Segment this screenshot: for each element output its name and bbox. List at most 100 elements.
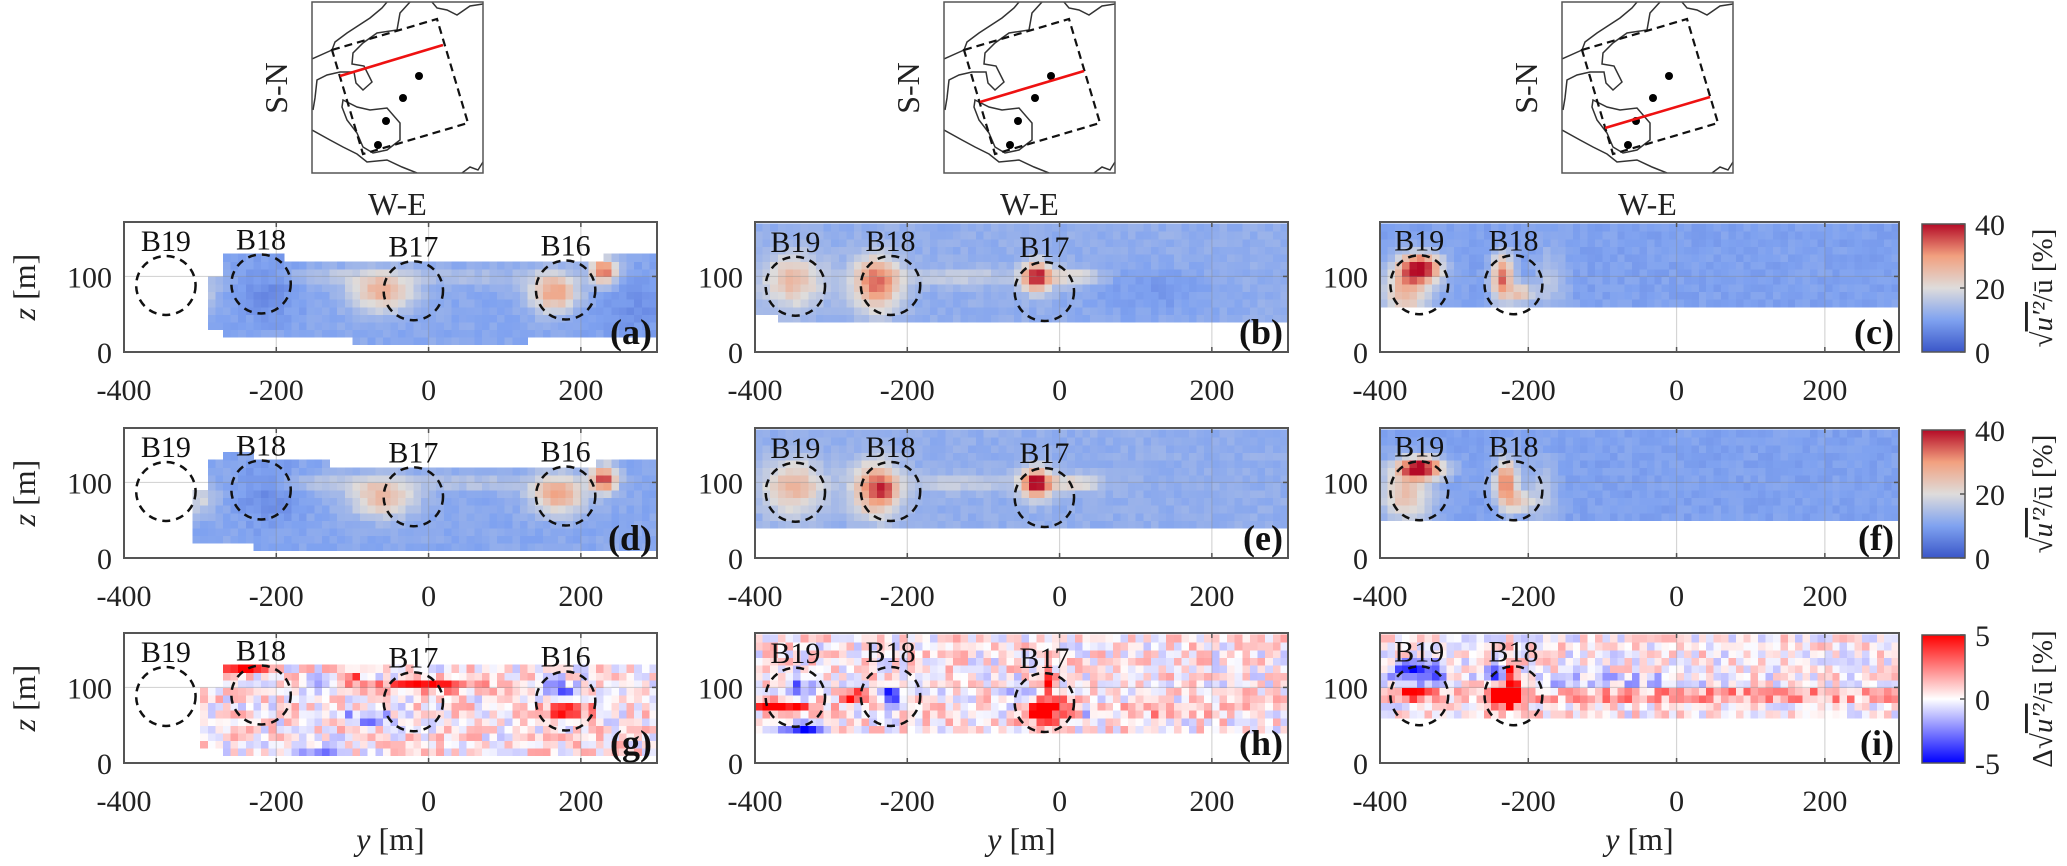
heatmap-cell [914, 223, 924, 232]
heatmap-cell [238, 306, 247, 315]
heatmap-cell [276, 306, 285, 315]
heatmap-cell [838, 253, 847, 262]
heatmap-cell [588, 512, 597, 521]
heatmap-cell [641, 291, 650, 300]
heatmap-cell [968, 314, 977, 323]
heatmap-cell [1128, 314, 1137, 323]
heatmap-cell [983, 268, 992, 278]
heatmap-cell [1249, 505, 1259, 514]
heatmap-cell [634, 291, 643, 300]
heatmap-cell [1036, 276, 1045, 285]
heatmap-cell [1550, 490, 1559, 499]
heatmap-cell [777, 231, 786, 240]
heatmap-cell [1891, 452, 1900, 461]
heatmap-cell [975, 482, 984, 491]
heatmap-cell [481, 306, 491, 315]
heatmap-cell [785, 467, 794, 476]
heatmap-cell [892, 291, 901, 300]
heatmap-cell [815, 512, 825, 521]
heatmap-cell [268, 284, 277, 293]
heatmap-cell [200, 702, 209, 711]
heatmap-cell [1181, 459, 1190, 468]
heatmap-cell [1609, 223, 1618, 232]
heatmap-cell [1787, 299, 1796, 308]
heatmap-cell [1669, 231, 1678, 240]
heatmap-cell [1036, 223, 1045, 232]
heatmap-cell [1698, 299, 1707, 308]
heatmap-cell [291, 474, 300, 484]
heatmap-cell [831, 261, 840, 270]
heatmap-cell [1143, 520, 1152, 529]
heatmap-cell [838, 291, 847, 300]
heatmap-cell [1817, 299, 1826, 308]
heatmap-cell [451, 291, 460, 300]
heatmap-cell [230, 299, 239, 308]
heatmap-cell [238, 725, 247, 734]
heatmap-cell [1780, 276, 1789, 285]
heatmap-cell [922, 306, 931, 315]
heatmap-cell [261, 253, 270, 262]
heatmap-cell [1280, 231, 1289, 240]
heatmap-cell [1483, 497, 1492, 506]
heatmap-cell [443, 284, 452, 293]
heatmap-cell [960, 467, 969, 476]
heatmap-cell [1535, 512, 1544, 521]
heatmap-cell [1417, 437, 1426, 446]
heatmap-cell [983, 223, 992, 232]
heatmap-cell [861, 223, 870, 232]
heatmap-cell [580, 505, 590, 514]
heatmap-cell [755, 246, 764, 255]
heatmap-cell [481, 261, 491, 270]
heatmap-cell [1067, 268, 1076, 278]
heatmap-cell [892, 444, 901, 453]
heatmap-cell [1565, 276, 1574, 285]
heatmap-cell [1219, 437, 1228, 446]
heatmap-cell [831, 505, 840, 514]
heatmap-cell [1181, 452, 1190, 461]
heatmap-cell [1869, 276, 1878, 285]
heatmap-cell [1249, 314, 1259, 323]
heatmap-cell [1765, 238, 1774, 247]
heatmap-cell [1135, 238, 1144, 247]
heatmap-cell [930, 467, 939, 476]
heatmap-cell [1120, 246, 1129, 255]
heatmap-cell [230, 276, 239, 285]
heatmap-cell [854, 306, 863, 315]
heatmap-cell [1498, 444, 1507, 453]
heatmap-cell [1439, 437, 1448, 446]
heatmap-cell [527, 505, 536, 514]
heatmap-cell [1869, 459, 1878, 468]
heatmap-cell [1439, 482, 1448, 491]
heatmap-cell [991, 291, 1000, 300]
heatmap-cell [1773, 444, 1781, 453]
heatmap-cell [573, 268, 582, 278]
heatmap-cell [1876, 467, 1885, 476]
heatmap-cell [1543, 512, 1552, 521]
heatmap-cell [207, 321, 216, 330]
heatmap-cell [1891, 474, 1900, 484]
heatmap-cell [1097, 444, 1106, 453]
heatmap-cell [474, 336, 483, 346]
heatmap-cell [1074, 231, 1083, 240]
heatmap-cell [1158, 459, 1167, 468]
heatmap-cell [1654, 246, 1663, 255]
heatmap-cell [914, 497, 924, 506]
heatmap-cell [1802, 497, 1811, 506]
heatmap-cell [1891, 299, 1900, 308]
heatmap-cell [618, 497, 628, 506]
heatmap-cell [1676, 490, 1685, 499]
heatmap-cell [991, 497, 1000, 506]
heatmap-cell [367, 512, 376, 521]
heatmap-cell [1750, 268, 1759, 278]
heatmap-cell [800, 520, 809, 529]
heatmap-cell [276, 497, 285, 506]
heatmap-cell [1021, 299, 1030, 308]
heatmap-cell [1112, 429, 1122, 438]
heatmap-cell [1074, 276, 1083, 285]
heatmap-cell [1090, 299, 1099, 308]
heatmap-cell [580, 497, 590, 506]
heatmap-cell [1249, 444, 1259, 453]
heatmap-cell [451, 505, 460, 514]
heatmap-cell [1265, 223, 1274, 232]
heatmap-cell [329, 306, 338, 315]
